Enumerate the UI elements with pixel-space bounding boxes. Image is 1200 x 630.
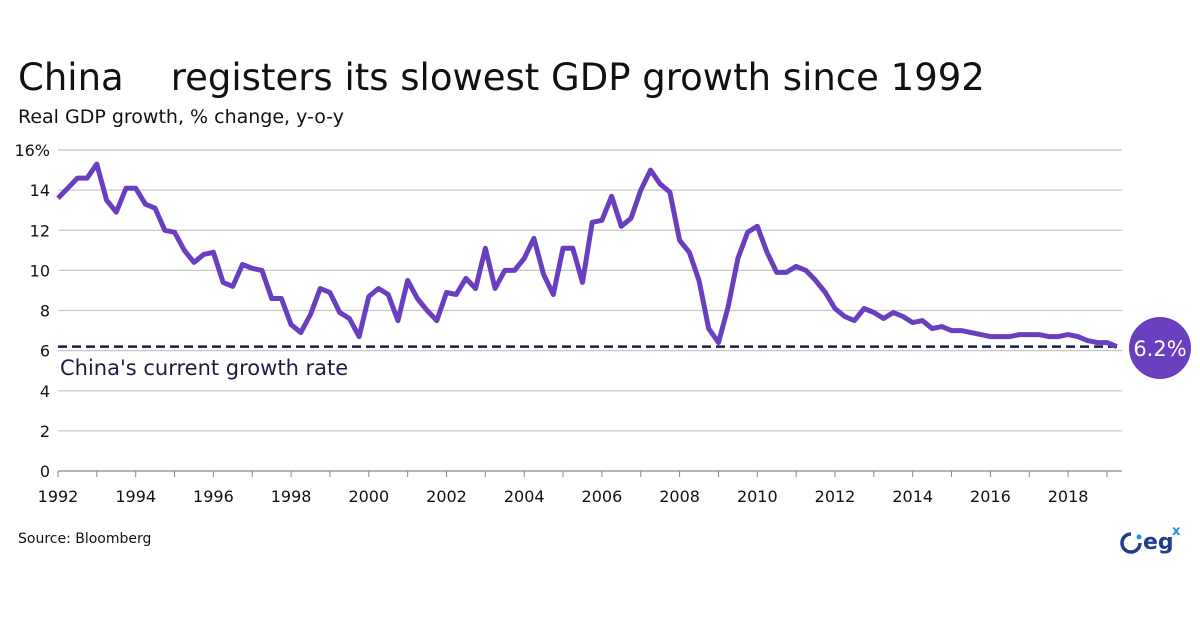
chart-subtitle: Real GDP growth, % change, y-o-y bbox=[18, 106, 344, 128]
logo-text: eg bbox=[1143, 530, 1174, 555]
chart-title: China registers its slowest GDP growth s… bbox=[18, 56, 985, 99]
x-tick-label: 2010 bbox=[737, 487, 778, 506]
logo-ring-icon bbox=[1120, 532, 1142, 554]
x-tick-label: 2000 bbox=[348, 487, 389, 506]
gridlines bbox=[58, 149, 1122, 432]
x-tick-label: 1996 bbox=[193, 487, 234, 506]
x-tick-label: 2002 bbox=[426, 487, 467, 506]
y-tick-label: 0 bbox=[40, 462, 50, 481]
x-tick-label: 2014 bbox=[892, 487, 933, 506]
callout-label: 6.2% bbox=[1133, 337, 1186, 361]
logo-superscript: x bbox=[1172, 524, 1181, 539]
series-line bbox=[56, 161, 1118, 349]
y-axis: 0 2 4 6 8 10 12 14 16% bbox=[14, 141, 50, 481]
y-tick-label: 16% bbox=[14, 141, 50, 160]
x-tick-label: 2018 bbox=[1048, 487, 1089, 506]
egx-logo: eg x bbox=[1120, 524, 1181, 555]
y-tick-label: 8 bbox=[40, 302, 50, 321]
y-tick-label: 2 bbox=[40, 422, 50, 441]
callout-badge bbox=[1129, 317, 1191, 379]
x-tick-label: 2008 bbox=[659, 487, 700, 506]
x-axis: 1992 1994 1996 1998 2000 2002 2004 2006 2008 2010… bbox=[38, 470, 1122, 506]
x-tick-label: 2006 bbox=[582, 487, 623, 506]
reference-label: China's current growth rate bbox=[60, 356, 348, 380]
x-tick-label: 1998 bbox=[271, 487, 312, 506]
y-tick-label: 12 bbox=[30, 221, 50, 240]
source-note: Source: Bloomberg bbox=[18, 531, 151, 547]
x-tick-label: 2004 bbox=[504, 487, 545, 506]
logo-dot-icon bbox=[1136, 534, 1142, 540]
x-tick-label: 2016 bbox=[970, 487, 1011, 506]
x-tick-label: 1994 bbox=[115, 487, 156, 506]
x-tick-label: 1992 bbox=[38, 487, 79, 506]
y-tick-label: 6 bbox=[40, 342, 50, 361]
x-tick-label: 2012 bbox=[815, 487, 856, 506]
y-tick-label: 10 bbox=[30, 261, 50, 280]
y-tick-label: 14 bbox=[30, 181, 50, 200]
y-tick-label: 4 bbox=[40, 382, 50, 401]
